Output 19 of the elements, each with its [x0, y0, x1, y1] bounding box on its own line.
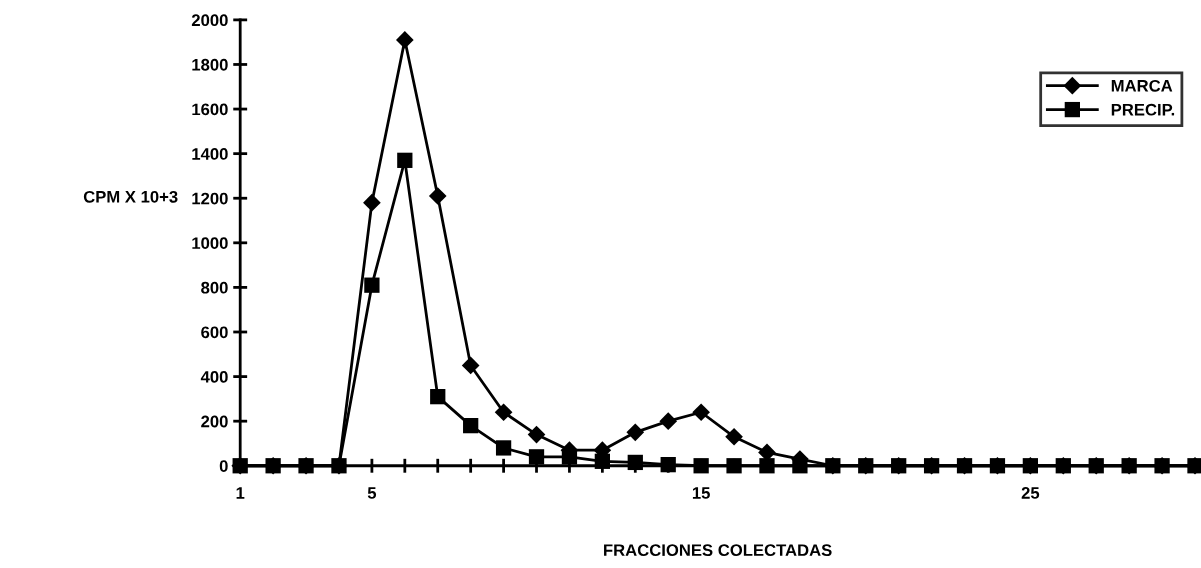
y-tick-label: 800: [201, 281, 228, 294]
y-tick-label: 2000: [191, 14, 228, 27]
y-tick-label: 0: [219, 460, 228, 472]
y-tick-label: 600: [201, 326, 228, 339]
x-tick-label: 5: [367, 487, 377, 499]
y-tick-label: 1000: [192, 237, 228, 250]
y-tick-label: 400: [200, 370, 228, 383]
y-axis-title: CPM X 10+3: [83, 190, 178, 203]
y-tick-label: 1600: [192, 103, 228, 116]
x-tick-label: 25: [1021, 487, 1040, 499]
y-tick-label: 1800: [192, 58, 228, 71]
legend-label: MARCA: [1111, 79, 1173, 92]
x-tick-label: 1: [236, 487, 245, 499]
x-tick-label: 15: [692, 487, 710, 499]
y-tick-label: 1200: [192, 192, 228, 205]
legend-label: PRECIP.: [1111, 103, 1175, 116]
y-tick-label: 200: [201, 415, 228, 428]
y-tick-label: 1400: [192, 148, 228, 160]
x-axis-title: FRACCIONES COLECTADAS: [604, 544, 832, 557]
